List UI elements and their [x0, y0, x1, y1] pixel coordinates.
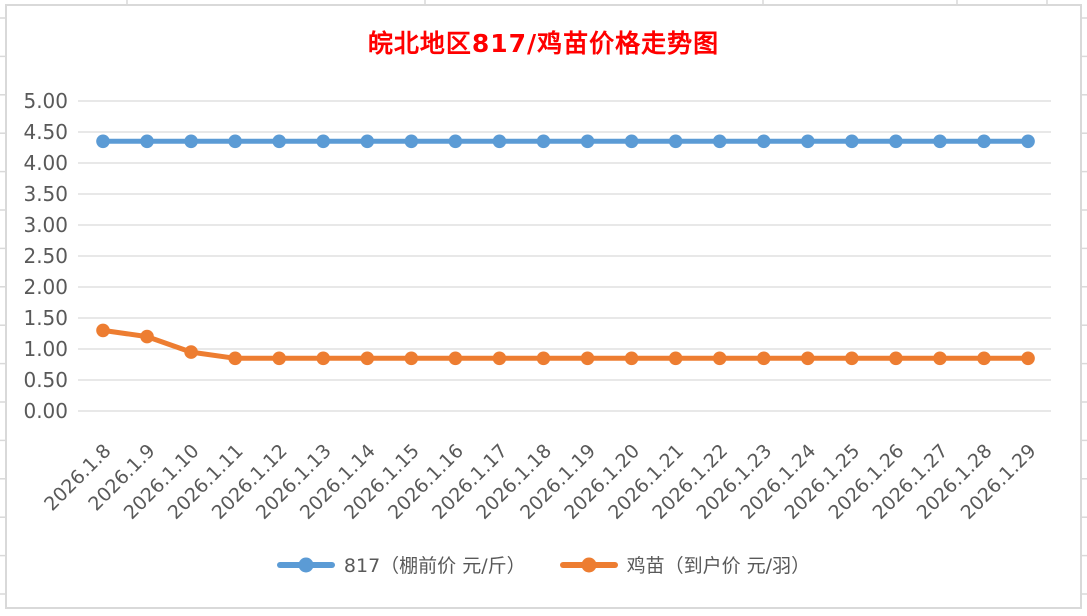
- y-axis-tick-label: 3.50: [23, 182, 68, 206]
- series-chick-marker: [272, 351, 287, 366]
- series-chick-marker: [1021, 351, 1035, 366]
- series-817-marker: [228, 134, 242, 149]
- series-chick-marker: [228, 351, 242, 366]
- series-817-marker: [580, 134, 595, 149]
- legend-label-817: 817（棚前价 元/斤）: [343, 555, 526, 577]
- series-chick-marker: [404, 351, 419, 366]
- series-817-marker: [624, 134, 639, 149]
- y-axis-tick-label: 1.00: [23, 337, 68, 361]
- legend-label-chick: 鸡苗（到户价 元/羽）: [626, 555, 811, 577]
- series-chick-marker: [580, 351, 595, 366]
- series-chick-marker: [536, 351, 551, 366]
- series-817-marker: [756, 134, 771, 149]
- series-817-marker: [845, 134, 859, 149]
- legend-817-dot-icon: [298, 557, 314, 572]
- series-chick-marker: [668, 351, 683, 366]
- series-817-marker: [668, 134, 683, 149]
- y-axis-tick-label: 2.00: [23, 275, 68, 299]
- y-axis-tick-label: 5.00: [23, 89, 68, 113]
- y-axis-tick-label: 2.50: [23, 244, 68, 268]
- series-817-marker: [977, 134, 991, 149]
- legend-817-line-marker-icon: [276, 557, 335, 572]
- series-817-marker: [404, 134, 419, 149]
- series-chick-marker: [448, 351, 463, 366]
- legend-item-chick: 鸡苗（到户价 元/羽）: [559, 551, 811, 578]
- series-817-marker: [96, 134, 110, 149]
- series-817-marker: [712, 134, 727, 149]
- series-817-marker: [889, 134, 903, 149]
- series-817-marker: [140, 134, 154, 149]
- chart-title: 皖北地区817/鸡苗价格走势图: [367, 29, 720, 58]
- series-chick-marker: [977, 351, 991, 366]
- y-axis-tick-label: 0.50: [23, 368, 68, 392]
- series-817-marker: [272, 134, 287, 149]
- y-axis-tick-label: 0.00: [23, 399, 68, 423]
- series-817-marker: [1021, 134, 1035, 149]
- series-chick-marker: [845, 351, 859, 366]
- series-chick-marker: [624, 351, 639, 366]
- legend-chick-line-marker-icon: [559, 557, 618, 572]
- series-817-marker: [492, 134, 507, 149]
- series-chick-marker: [96, 323, 110, 338]
- chart-legend: 817（棚前价 元/斤） 鸡苗（到户价 元/羽）: [0, 551, 1087, 578]
- y-axis-tick-label: 3.00: [23, 213, 68, 237]
- series-chick-marker: [492, 351, 507, 366]
- series-chick-marker: [360, 351, 375, 366]
- y-axis-tick-label: 4.00: [23, 151, 68, 175]
- legend-item-817: 817（棚前价 元/斤）: [276, 551, 526, 578]
- y-axis-tick-label: 4.50: [23, 120, 68, 144]
- series-chick-line: [100, 327, 1031, 361]
- y-axis-tick-label: 1.50: [23, 306, 68, 330]
- series-chick-marker: [933, 351, 947, 366]
- series-chick-marker: [184, 345, 198, 359]
- series-chick-marker: [712, 351, 727, 366]
- series-chick-marker: [801, 351, 815, 366]
- legend-chick-dot-icon: [581, 557, 597, 572]
- series-817-marker: [536, 134, 551, 149]
- series-817-marker: [801, 134, 815, 149]
- series-chick-marker: [889, 351, 903, 366]
- series-chick-marker: [316, 351, 331, 366]
- series-817-marker: [184, 134, 198, 149]
- series-817-marker: [448, 134, 463, 149]
- series-817-marker: [316, 134, 331, 149]
- chart-border: [5, 4, 1082, 609]
- series-chick-marker: [756, 351, 771, 366]
- series-817-marker: [360, 134, 375, 149]
- series-817-marker: [933, 134, 947, 149]
- series-chick-marker: [140, 329, 154, 344]
